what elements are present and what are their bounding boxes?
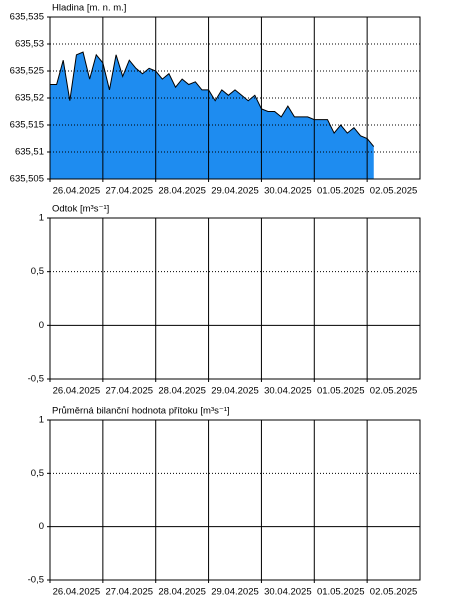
x-tick-label: 27.04.2025 bbox=[106, 386, 154, 397]
y-tick-label: -0,5 bbox=[28, 374, 44, 385]
panel-title: Průměrná bilanční hodnota přítoku [m³s⁻¹… bbox=[52, 406, 230, 417]
x-tick-label: 27.04.2025 bbox=[106, 587, 154, 598]
y-tick-label: 635,505 bbox=[10, 174, 44, 185]
x-tick-label: 28.04.2025 bbox=[158, 186, 206, 197]
plot-area bbox=[50, 218, 420, 379]
x-tick-label: 29.04.2025 bbox=[211, 186, 259, 197]
y-tick-label: 1 bbox=[39, 213, 44, 224]
y-tick-label: 635,515 bbox=[10, 120, 44, 131]
y-tick-label: 635,535 bbox=[10, 12, 44, 23]
y-tick-label: 0,5 bbox=[31, 468, 44, 479]
plot-area bbox=[50, 420, 420, 580]
x-tick-label: 02.05.2025 bbox=[370, 186, 418, 197]
x-tick-label: 27.04.2025 bbox=[106, 186, 154, 197]
y-tick-label: 635,53 bbox=[15, 39, 44, 50]
plot-frame bbox=[49, 217, 421, 380]
y-tick-label: 635,52 bbox=[15, 93, 44, 104]
x-tick-label: 29.04.2025 bbox=[211, 587, 259, 598]
x-tick-label: 02.05.2025 bbox=[370, 386, 418, 397]
x-tick-label: 02.05.2025 bbox=[370, 587, 418, 598]
x-tick-label: 30.04.2025 bbox=[264, 587, 312, 598]
y-tick-label: 635,51 bbox=[15, 147, 44, 158]
y-tick-label: 0 bbox=[39, 320, 44, 331]
y-tick-label: 1 bbox=[39, 415, 44, 426]
x-tick-label: 26.04.2025 bbox=[53, 186, 101, 197]
y-tick-label: 635,525 bbox=[10, 66, 44, 77]
x-tick-label: 01.05.2025 bbox=[317, 186, 365, 197]
x-tick-label: 26.04.2025 bbox=[53, 386, 101, 397]
plot-frame bbox=[49, 16, 421, 180]
level-area bbox=[50, 52, 374, 179]
x-tick-label: 30.04.2025 bbox=[264, 186, 312, 197]
y-tick-label: -0,5 bbox=[28, 575, 44, 586]
panel-title: Odtok [m³s⁻¹] bbox=[52, 204, 109, 215]
x-tick-label: 28.04.2025 bbox=[158, 386, 206, 397]
x-tick-label: 26.04.2025 bbox=[53, 587, 101, 598]
x-tick-label: 29.04.2025 bbox=[211, 386, 259, 397]
plot-frame bbox=[49, 419, 421, 581]
panel-title: Hladina [m. n. m.] bbox=[52, 3, 126, 14]
x-tick-label: 01.05.2025 bbox=[317, 386, 365, 397]
y-tick-label: 0,5 bbox=[31, 266, 44, 277]
level-line bbox=[50, 51, 375, 147]
x-tick-label: 30.04.2025 bbox=[264, 386, 312, 397]
y-tick-label: 0 bbox=[39, 521, 44, 532]
x-tick-label: 28.04.2025 bbox=[158, 587, 206, 598]
x-tick-label: 01.05.2025 bbox=[317, 587, 365, 598]
